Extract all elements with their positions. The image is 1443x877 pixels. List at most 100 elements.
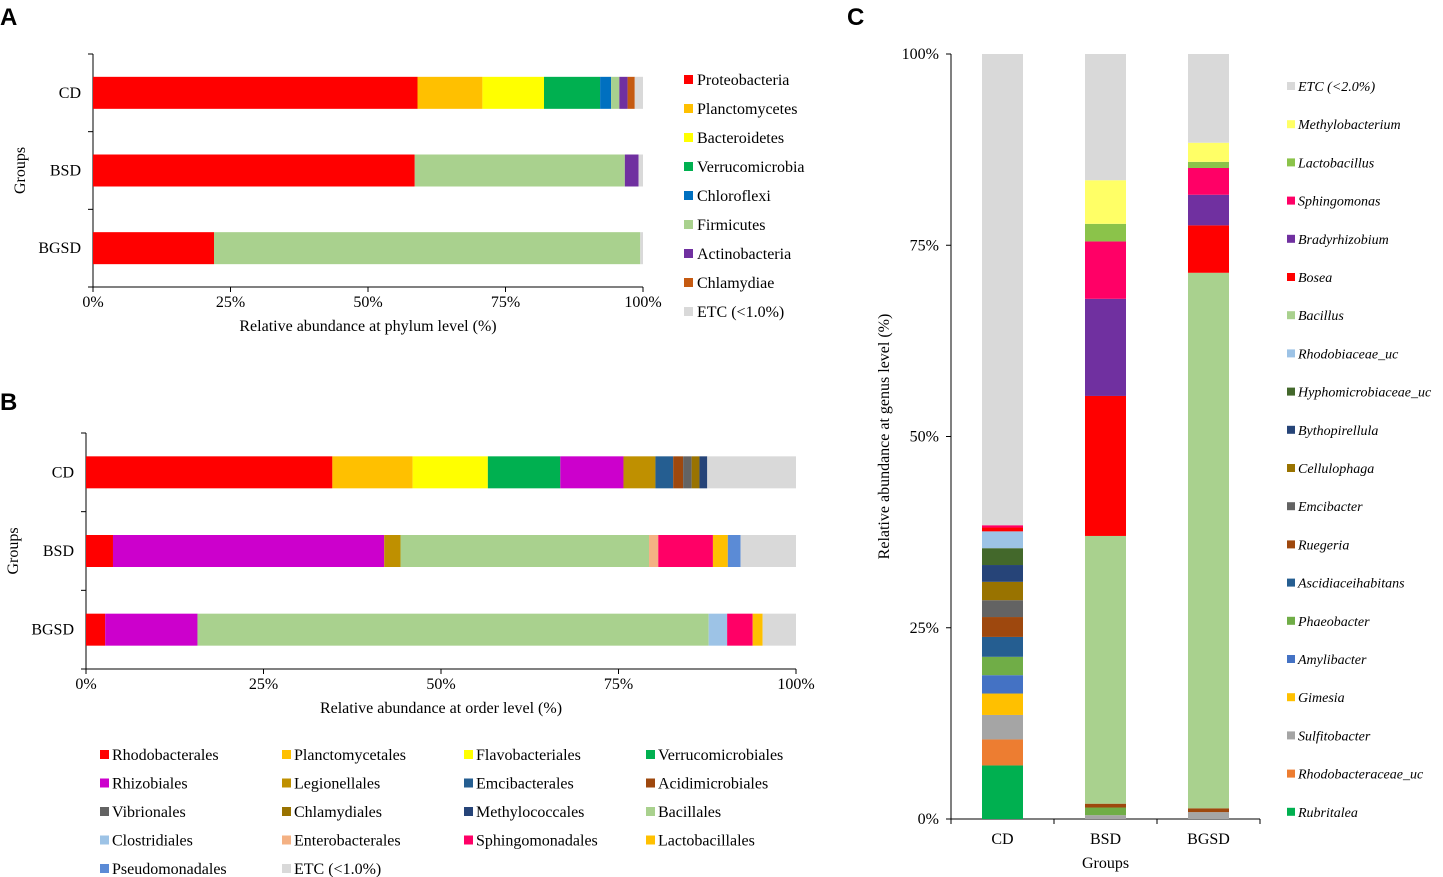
bar-segment-lactobacillus-bgsd: [1188, 161, 1229, 168]
y-axis-title: Groups: [5, 527, 22, 574]
legend-swatch-flavobacteriales: [464, 750, 473, 759]
bar-segment-lactobacillales-bgsd: [752, 613, 763, 646]
y-tick-label: 50%: [910, 429, 939, 446]
x-tick-label: 0%: [75, 676, 96, 693]
bar-segment-etc-1-0-bsd: [638, 154, 643, 187]
bar-segment-chlamydiae-cd: [627, 76, 635, 109]
legend-swatch-sulfitobacter: [1287, 731, 1295, 740]
legend-swatch-etc-1-0: [684, 307, 693, 316]
bar-segment-sphingomonadales-bsd: [658, 535, 713, 567]
bar-segment-cellulophaga-cd: [982, 581, 1023, 601]
legend-swatch-sphingomonadales: [464, 835, 473, 845]
bar-segment-clostridiales-bgsd: [708, 613, 728, 646]
legend-label-verrucomicrobiales: Verrucomicrobiales: [658, 747, 783, 764]
y-tick-label-bgsd: BGSD: [38, 240, 81, 257]
panel-label-b: B: [0, 389, 17, 416]
bar-segment-emcibacter-cd: [982, 600, 1023, 618]
bar-segment-legionellales-bsd: [384, 535, 401, 567]
legend-label-rhodobacteraceae-uc: Rhodobacteraceae_uc: [1297, 768, 1424, 783]
bar-segment-ruegeria-bgsd: [1188, 808, 1229, 813]
bar-segment-rhodobacterales-bgsd: [86, 613, 106, 646]
bar-segment-etc-1-0-cd: [634, 76, 643, 109]
bar-segment-etc-2-0-cd: [982, 54, 1023, 526]
legend-label-firmicutes: Firmicutes: [697, 217, 765, 234]
legend-swatch-chloroflexi: [684, 191, 693, 200]
legend-label-rhodobiaceae-uc: Rhodobiaceae_uc: [1297, 347, 1399, 362]
legend-label-actinobacteria: Actinobacteria: [697, 246, 791, 263]
bar-segment-sphingomonas-bsd: [1085, 241, 1126, 299]
legend-label-planctomycetes: Planctomycetes: [697, 101, 797, 118]
bar-segment-etc-2-0-bsd: [1085, 54, 1126, 181]
bar-segment-rhizobiales-bgsd: [105, 613, 198, 646]
legend-swatch-actinobacteria: [684, 249, 693, 258]
bar-segment-sulfitobacter-bsd: [1085, 815, 1126, 819]
y-tick-label-bsd: BSD: [43, 543, 74, 560]
legend-swatch-rhodobacterales: [100, 750, 109, 759]
bar-segment-emcibacterales-cd: [655, 456, 674, 489]
legend-swatch-etc-1-0: [282, 864, 291, 873]
bar-segment-gimesia-cd: [982, 693, 1023, 715]
bar-segment-lactobacillales-bsd: [712, 535, 728, 567]
legend-swatch-rhodobacteraceae-uc: [1287, 769, 1295, 778]
legend-swatch-emcibacterales: [464, 778, 473, 788]
x-tick-label: 75%: [604, 676, 633, 693]
legend-label-rhizobiales: Rhizobiales: [112, 776, 188, 793]
legend-swatch-sphingomonas: [1287, 196, 1295, 205]
legend-swatch-verrucomicrobiales: [646, 750, 655, 759]
legend-label-acidimicrobiales: Acidimicrobiales: [658, 776, 768, 793]
x-tick-label: 50%: [353, 294, 382, 311]
bar-segment-lactobacillus-bsd: [1085, 223, 1126, 242]
legend-label-chloroflexi: Chloroflexi: [697, 188, 771, 205]
bar-segment-verrucomicrobiales-cd: [487, 456, 561, 489]
bar-segment-bacteroidetes-cd: [482, 76, 544, 109]
bar-segment-bosea-bgsd: [1188, 225, 1229, 273]
legend-swatch-cellulophaga: [1287, 464, 1295, 472]
bar-segment-rhodobacterales-bsd: [86, 535, 113, 567]
y-tick-label-cd: CD: [52, 464, 74, 481]
bar-segment-flavobacteriales-cd: [412, 456, 488, 489]
y-tick-label: 100%: [902, 46, 939, 63]
legend-swatch-emcibacter: [1287, 502, 1295, 511]
legend-label-planctomycetales: Planctomycetales: [294, 747, 406, 764]
legend-swatch-phaeobacter: [1287, 616, 1295, 625]
legend-label-chlamydiae: Chlamydiae: [697, 275, 774, 292]
bar-segment-phaeobacter-cd: [982, 656, 1023, 676]
legend-label-legionellales: Legionellales: [294, 776, 380, 793]
legend-swatch-bradyrhizobium: [1287, 234, 1295, 243]
bar-segment-legionellales-cd: [623, 456, 656, 489]
legend-label-bythopirellula: Bythopirellula: [1298, 424, 1378, 439]
legend-label-etc-1-0: ETC (<1.0%): [697, 304, 784, 321]
legend-label-etc-2-0: ETC (<2.0%): [1297, 80, 1375, 95]
bar-segment-firmicutes-bsd: [414, 154, 625, 187]
bar-segment-bosea-cd: [982, 527, 1023, 532]
y-tick-label-bgsd: BGSD: [31, 622, 74, 639]
bar-segment-rhodobiaceae-uc-cd: [982, 531, 1023, 549]
bar-segment-ruegeria-bsd: [1085, 803, 1126, 808]
bar-segment-rhodobacterales-cd: [86, 456, 333, 489]
legend-label-ruegeria: Ruegeria: [1297, 538, 1349, 553]
y-tick-label-bsd: BSD: [50, 163, 81, 180]
bar-segment-planctomycetes-cd: [417, 76, 483, 109]
legend-label-emcibacterales: Emcibacterales: [476, 776, 574, 793]
legend-label-rhodobacterales: Rhodobacterales: [112, 747, 219, 764]
legend-swatch-acidimicrobiales: [646, 778, 655, 788]
y-tick-label: 0%: [918, 811, 939, 828]
legend-swatch-planctomycetes: [684, 104, 693, 113]
y-tick-label: 25%: [910, 620, 939, 637]
x-tick-label: 25%: [249, 676, 278, 693]
panel-b: B 0% 25% 50% 75% 100% CD BSD BGSD Relative abunda…: [0, 389, 815, 877]
legend-label-pseudomonadales: Pseudomonadales: [112, 861, 227, 877]
legend-swatch-ascidiaceihabitans: [1287, 578, 1295, 587]
bar-segment-bacillales-bsd: [400, 535, 650, 567]
x-tick-label: 100%: [624, 294, 661, 311]
legend-swatch-bacteroidetes: [684, 133, 693, 142]
legend-swatch-bacillus: [1287, 311, 1295, 320]
legend-swatch-proteobacteria: [684, 75, 693, 84]
bar-segment-etc-1-0-cd: [707, 456, 796, 489]
legend-label-proteobacteria: Proteobacteria: [697, 72, 789, 89]
legend-label-bacillus: Bacillus: [1298, 309, 1344, 324]
bar-segment-vibrionales-cd: [683, 456, 692, 489]
legend-label-flavobacteriales: Flavobacteriales: [476, 747, 581, 764]
bar-segment-bythopirellula-cd: [982, 565, 1023, 582]
x-tick-label: 100%: [777, 676, 814, 693]
